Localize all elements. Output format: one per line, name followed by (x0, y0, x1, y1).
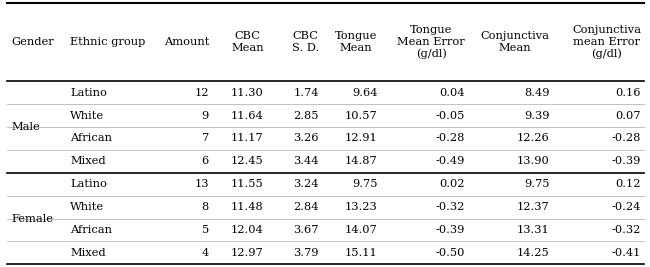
Text: -0.32: -0.32 (436, 202, 465, 212)
Text: 0.16: 0.16 (616, 88, 641, 98)
Text: Female: Female (12, 214, 53, 223)
Text: 3.44: 3.44 (293, 156, 318, 166)
Text: 8.49: 8.49 (524, 88, 549, 98)
Text: 3.67: 3.67 (293, 225, 318, 235)
Text: 5: 5 (202, 225, 209, 235)
Text: 12.97: 12.97 (231, 248, 264, 258)
Text: 12: 12 (194, 88, 209, 98)
Text: 10.57: 10.57 (344, 111, 378, 120)
Text: Mixed: Mixed (70, 248, 106, 258)
Text: 11.17: 11.17 (231, 134, 264, 143)
Text: -0.28: -0.28 (612, 134, 641, 143)
Text: -0.24: -0.24 (612, 202, 641, 212)
Text: 0.02: 0.02 (440, 179, 465, 189)
Text: 12.37: 12.37 (517, 202, 549, 212)
Text: Conjunctiva
Mean: Conjunctiva Mean (480, 31, 549, 53)
Text: 11.55: 11.55 (231, 179, 264, 189)
Text: -0.41: -0.41 (612, 248, 641, 258)
Text: 13.23: 13.23 (344, 202, 378, 212)
Text: -0.39: -0.39 (436, 225, 465, 235)
Text: -0.32: -0.32 (612, 225, 641, 235)
Text: 6: 6 (202, 156, 209, 166)
Text: Tongue
Mean Error
(g/dl): Tongue Mean Error (g/dl) (398, 25, 465, 59)
Text: African: African (70, 134, 112, 143)
Text: CBC
S. D.: CBC S. D. (292, 31, 318, 53)
Text: 4: 4 (202, 248, 209, 258)
Text: 14.25: 14.25 (517, 248, 549, 258)
Text: 11.64: 11.64 (231, 111, 264, 120)
Text: 12.91: 12.91 (344, 134, 378, 143)
Text: 9.39: 9.39 (524, 111, 549, 120)
Text: Male: Male (12, 122, 40, 132)
Text: 2.84: 2.84 (293, 202, 318, 212)
Text: 13.31: 13.31 (517, 225, 549, 235)
Text: 2.85: 2.85 (293, 111, 318, 120)
Text: 12.04: 12.04 (231, 225, 264, 235)
Text: 7: 7 (202, 134, 209, 143)
Text: 1.74: 1.74 (293, 88, 318, 98)
Text: Mixed: Mixed (70, 156, 106, 166)
Text: Latino: Latino (70, 179, 107, 189)
Text: Amount: Amount (164, 37, 209, 47)
Text: -0.39: -0.39 (612, 156, 641, 166)
Text: 8: 8 (202, 202, 209, 212)
Text: 11.48: 11.48 (231, 202, 264, 212)
Text: 12.45: 12.45 (231, 156, 264, 166)
Text: Latino: Latino (70, 88, 107, 98)
Text: White: White (70, 111, 104, 120)
Text: 14.87: 14.87 (344, 156, 378, 166)
Text: 15.11: 15.11 (344, 248, 378, 258)
Text: White: White (70, 202, 104, 212)
Text: CBC
Mean: CBC Mean (231, 31, 264, 53)
Text: -0.28: -0.28 (436, 134, 465, 143)
Text: 12.26: 12.26 (517, 134, 549, 143)
Text: -0.05: -0.05 (436, 111, 465, 120)
Text: 3.26: 3.26 (293, 134, 318, 143)
Text: 14.07: 14.07 (344, 225, 378, 235)
Text: -0.50: -0.50 (436, 248, 465, 258)
Text: 9.64: 9.64 (352, 88, 378, 98)
Text: 0.12: 0.12 (616, 179, 641, 189)
Text: Gender: Gender (12, 37, 55, 47)
Text: Tongue
Mean: Tongue Mean (335, 31, 378, 53)
Text: Ethnic group: Ethnic group (70, 37, 146, 47)
Text: 11.30: 11.30 (231, 88, 264, 98)
Text: 9.75: 9.75 (524, 179, 549, 189)
Text: 3.79: 3.79 (293, 248, 318, 258)
Text: African: African (70, 225, 112, 235)
Text: 3.24: 3.24 (293, 179, 318, 189)
Text: 0.04: 0.04 (440, 88, 465, 98)
Text: 9.75: 9.75 (352, 179, 378, 189)
Text: 13: 13 (194, 179, 209, 189)
Text: Conjunctiva
mean Error
(g/dl): Conjunctiva mean Error (g/dl) (572, 25, 641, 59)
Text: -0.49: -0.49 (436, 156, 465, 166)
Text: 0.07: 0.07 (616, 111, 641, 120)
Text: 13.90: 13.90 (517, 156, 549, 166)
Text: 9: 9 (202, 111, 209, 120)
